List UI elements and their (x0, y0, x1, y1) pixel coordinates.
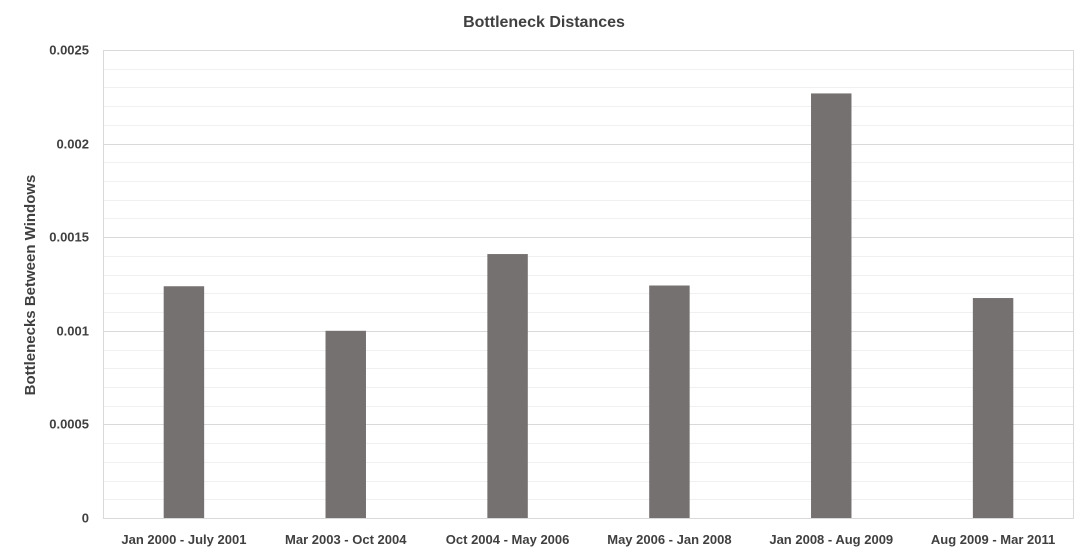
x-tick-label: Oct 2004 - May 2006 (446, 532, 570, 547)
bar (649, 285, 690, 518)
x-tick-label: Jan 2008 - Aug 2009 (769, 532, 893, 547)
y-tick-label: 0.0025 (49, 43, 89, 58)
y-axis-label: Bottlenecks Between Windows (22, 175, 39, 396)
bar (325, 330, 366, 518)
x-tick-label: May 2006 - Jan 2008 (607, 532, 731, 547)
y-tick-label: 0 (82, 511, 89, 526)
bar (487, 254, 528, 518)
bar (811, 93, 852, 519)
y-tick-label: 0.001 (56, 324, 89, 339)
y-tick-label: 0.0015 (49, 230, 89, 245)
bar (163, 286, 205, 518)
y-tick-label: 0.002 (56, 137, 89, 152)
y-tick-label: 0.0005 (49, 417, 89, 432)
bar (972, 298, 1014, 518)
chart-title: Bottleneck Distances (463, 14, 625, 31)
x-tick-label: Aug 2009 - Mar 2011 (931, 532, 1055, 547)
x-tick-label: Jan 2000 - July 2001 (121, 532, 246, 547)
x-tick-label: Mar 2003 - Oct 2004 (285, 532, 407, 547)
plot-area: 0 0.0005 0.001 0.0015 0.002 0.0025 Jan 2000 - … (49, 43, 1074, 547)
